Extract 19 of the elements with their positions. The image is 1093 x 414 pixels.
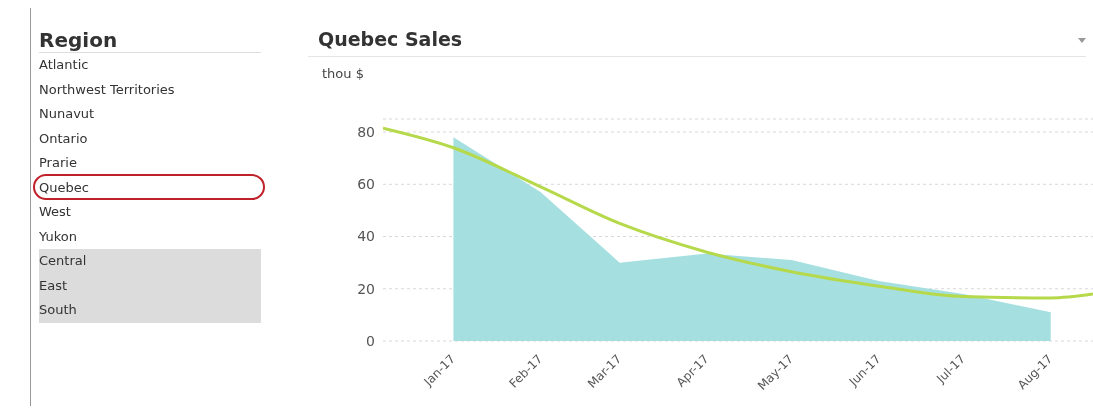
text: Central xyxy=(39,249,261,274)
text: Quebec xyxy=(39,178,90,197)
text: Nunavut xyxy=(39,105,96,123)
y-tick-label: 80 xyxy=(357,124,375,141)
text: West xyxy=(39,203,72,221)
chart-title: Quebec Sales xyxy=(318,28,463,50)
text: Northwest Territories xyxy=(39,80,176,99)
text: Ontario xyxy=(39,129,89,148)
y-axis-title: thou $ xyxy=(322,66,364,81)
text: South xyxy=(39,298,261,323)
text: Yukon xyxy=(39,227,78,246)
text: East xyxy=(39,273,261,298)
y-tick-label: 60 xyxy=(357,176,375,193)
y-tick-label: 20 xyxy=(357,280,375,297)
text: Prarie xyxy=(39,154,78,172)
text: Region xyxy=(39,8,261,53)
text: Atlantic xyxy=(39,56,90,74)
y-tick-label: 0 xyxy=(366,332,375,349)
y-tick-label: 40 xyxy=(357,228,375,245)
